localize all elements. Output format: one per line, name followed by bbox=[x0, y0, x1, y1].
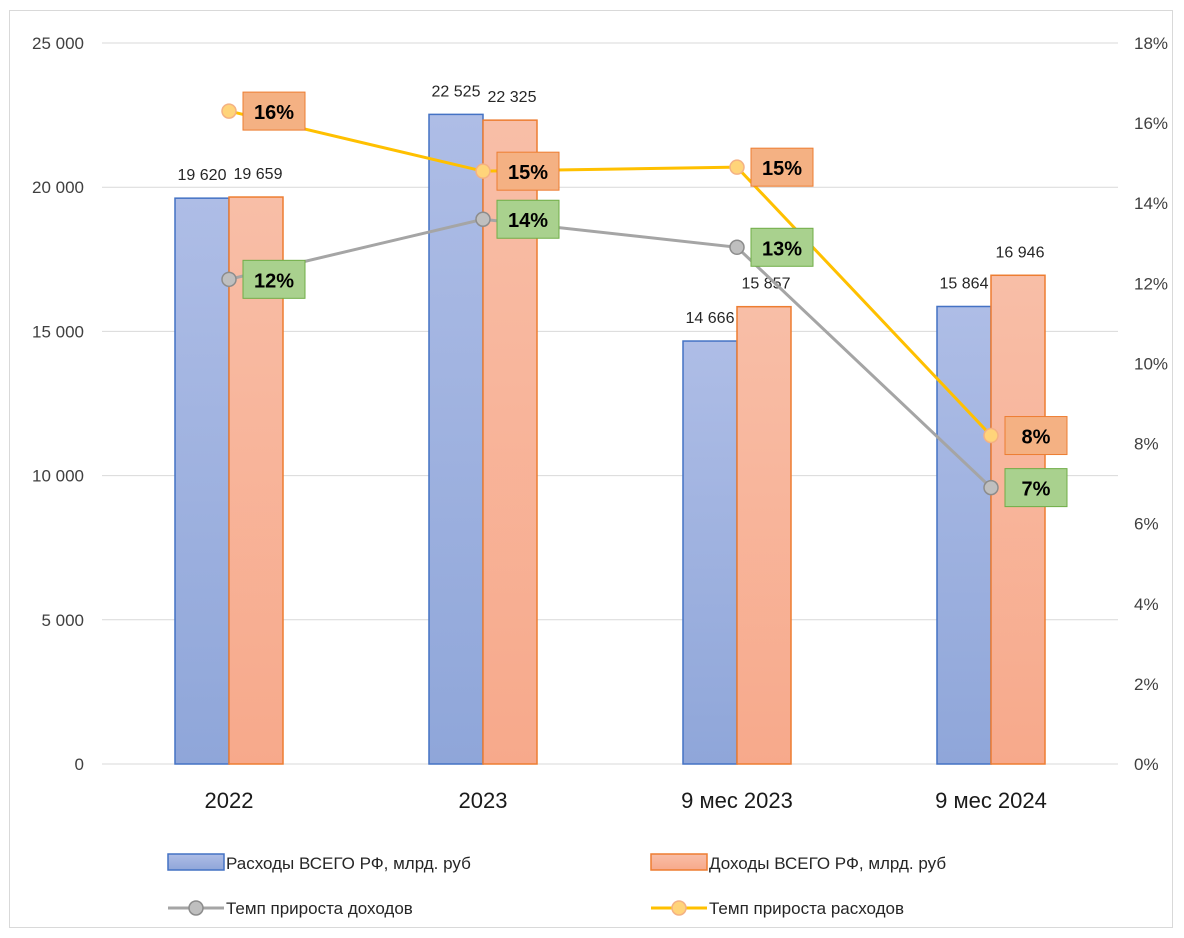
series-data-label-box bbox=[1004, 416, 1068, 456]
y-right-tick-label: 14% bbox=[1134, 194, 1168, 213]
y-right-tick-label: 16% bbox=[1134, 114, 1168, 133]
bar bbox=[736, 305, 792, 765]
bar-value-label: 22 325 bbox=[488, 89, 537, 106]
x-tick-label: 2022 bbox=[205, 788, 254, 813]
bar-value-label: 14 666 bbox=[686, 310, 735, 327]
series-data-label: 13% bbox=[762, 238, 802, 260]
series-data-label-box bbox=[496, 151, 560, 191]
y-right-tick-label: 2% bbox=[1134, 675, 1159, 694]
series-line bbox=[228, 109, 993, 437]
series-data-label: 12% bbox=[254, 270, 294, 292]
bar-value-label: 19 659 bbox=[234, 166, 283, 183]
y-left-tick-label: 0 bbox=[75, 755, 84, 774]
y-left-tick-label: 5 000 bbox=[41, 611, 84, 630]
y-right-tick-label: 6% bbox=[1134, 515, 1159, 534]
series-marker bbox=[475, 211, 491, 227]
bar bbox=[174, 197, 230, 765]
series-data-label: 15% bbox=[508, 162, 548, 184]
series-data-label: 8% bbox=[1022, 427, 1051, 449]
series-data-label: 7% bbox=[1022, 479, 1051, 501]
y-left-tick-label: 20 000 bbox=[32, 178, 84, 197]
series-marker bbox=[983, 479, 999, 496]
y-right-tick-label: 12% bbox=[1134, 274, 1168, 293]
bar bbox=[682, 340, 738, 765]
series-marker bbox=[221, 103, 237, 119]
bar-value-label: 16 946 bbox=[996, 244, 1045, 261]
series-line bbox=[228, 217, 993, 489]
bars bbox=[174, 113, 1046, 765]
y-left-tick-label: 25 000 bbox=[32, 34, 84, 53]
x-axis-categories: 2022 2023 9 мес 2023 9 мес 2024 bbox=[205, 788, 1047, 813]
legend-swatch-marker bbox=[671, 900, 687, 916]
bar-value-label: 19 620 bbox=[178, 167, 227, 184]
lines: 12% 14% 13% 7% 16% 15% 15% 8% bbox=[221, 91, 1068, 508]
y-right-tick-label: 0% bbox=[1134, 755, 1159, 774]
y-left-tick-label: 15 000 bbox=[32, 322, 84, 341]
series-marker bbox=[983, 427, 999, 444]
series-data-label: 15% bbox=[762, 158, 802, 180]
bar bbox=[428, 113, 484, 765]
series-data-label-box bbox=[1004, 468, 1068, 508]
y-axis-right: 0% 2% 4% 6% 8% 10% 12% 14% 16% 18% bbox=[1134, 34, 1168, 774]
bar-value-label: 22 525 bbox=[432, 83, 481, 100]
series-data-label: 14% bbox=[508, 210, 548, 232]
y-right-tick-label: 10% bbox=[1134, 354, 1168, 373]
bar bbox=[936, 305, 992, 765]
legend-label: Темп прироста расходов bbox=[709, 899, 904, 918]
series-data-label-box bbox=[242, 259, 306, 299]
x-tick-label: 2023 bbox=[459, 788, 508, 813]
series-marker bbox=[729, 239, 745, 256]
series-marker bbox=[729, 159, 745, 175]
y-right-tick-label: 18% bbox=[1134, 34, 1168, 53]
legend-swatch bbox=[650, 853, 708, 871]
legend-label: Доходы ВСЕГО РФ, млрд. руб bbox=[709, 854, 946, 873]
legend-swatch-marker bbox=[188, 900, 204, 916]
series-data-label-box bbox=[750, 147, 814, 187]
bar-value-label: 15 864 bbox=[940, 275, 989, 292]
y-right-tick-label: 4% bbox=[1134, 595, 1159, 614]
x-tick-label: 9 мес 2023 bbox=[681, 788, 793, 813]
series-data-label-box bbox=[496, 199, 560, 239]
bar bbox=[990, 274, 1046, 765]
series-marker bbox=[221, 271, 237, 288]
legend: Расходы ВСЕГО РФ, млрд. руб Доходы ВСЕГО … bbox=[167, 853, 946, 918]
y-right-tick-label: 8% bbox=[1134, 435, 1159, 454]
series-data-label: 16% bbox=[254, 102, 294, 124]
series-marker bbox=[475, 163, 491, 179]
legend-swatch bbox=[167, 853, 225, 871]
legend-label: Темп прироста доходов bbox=[226, 899, 413, 918]
y-left-tick-label: 10 000 bbox=[32, 467, 84, 486]
legend-label: Расходы ВСЕГО РФ, млрд. руб bbox=[226, 854, 471, 873]
series-data-label-box bbox=[750, 227, 814, 267]
x-tick-label: 9 мес 2024 bbox=[935, 788, 1047, 813]
y-axis-left: 0 5 000 10 000 15 000 20 000 25 000 bbox=[32, 34, 84, 774]
series-data-label-box bbox=[242, 91, 306, 131]
